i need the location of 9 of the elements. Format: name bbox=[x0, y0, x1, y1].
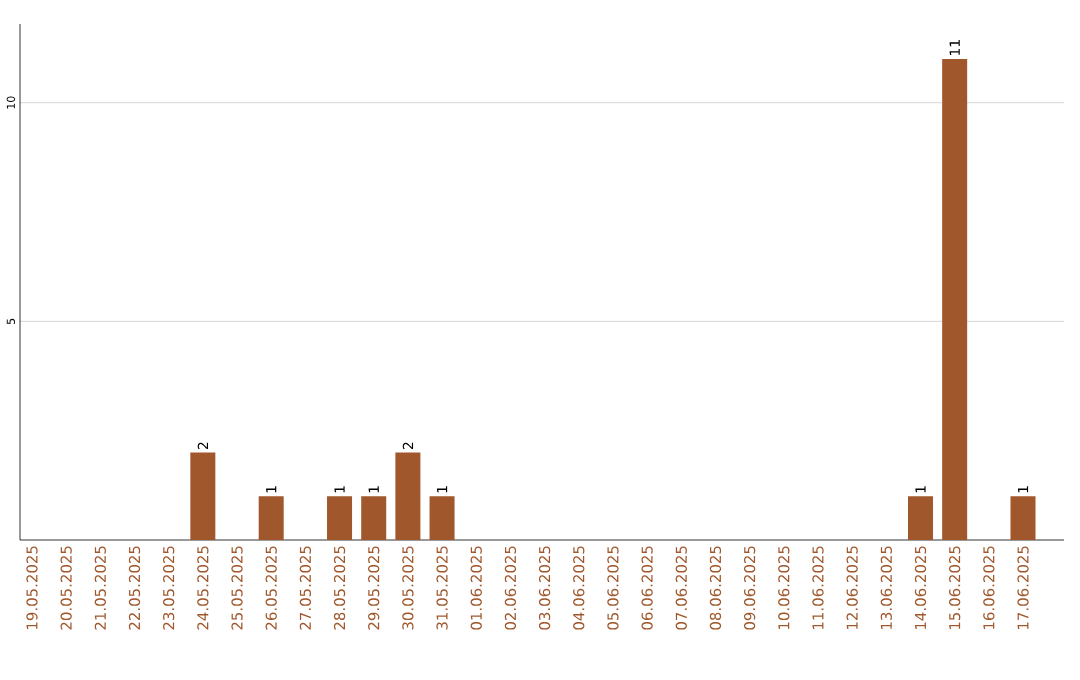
bar bbox=[907, 496, 933, 540]
bar bbox=[258, 496, 284, 540]
bar bbox=[429, 496, 455, 540]
bar bbox=[942, 58, 968, 540]
bar bbox=[327, 496, 353, 540]
bar bbox=[1010, 496, 1036, 540]
bar bbox=[190, 452, 216, 540]
bar bbox=[361, 496, 387, 540]
bar bbox=[395, 452, 421, 540]
